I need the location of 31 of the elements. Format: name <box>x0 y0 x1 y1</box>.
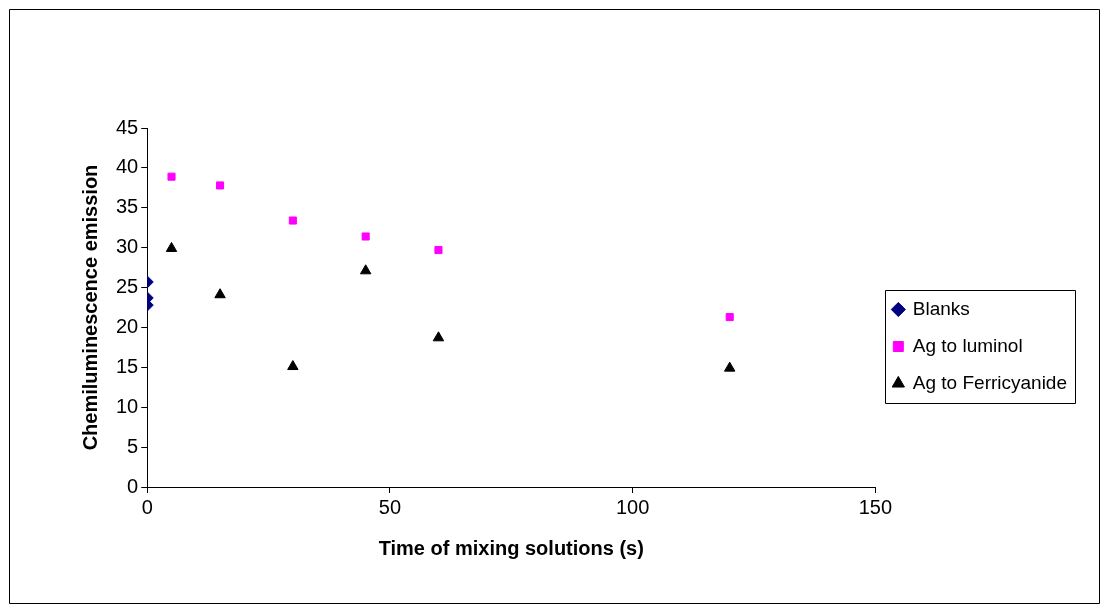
y-tick-label: 25 <box>116 275 139 298</box>
x-axis-title: Time of mixing solutions (s) <box>378 536 644 559</box>
legend-label: Ag to luminol <box>912 334 1023 356</box>
y-tick-label: 40 <box>116 155 139 178</box>
point <box>288 216 297 225</box>
x-tick-label: 0 <box>141 495 153 518</box>
point <box>214 288 226 299</box>
point <box>725 313 734 322</box>
y-axis-title: Chemiluminescence emission <box>78 164 101 451</box>
point <box>287 360 299 371</box>
point <box>216 181 225 190</box>
x-tick-label: 100 <box>615 495 650 518</box>
point <box>167 172 176 181</box>
y-tick-label: 45 <box>116 115 139 138</box>
point <box>434 246 443 255</box>
y-tick-label: 5 <box>127 434 139 457</box>
x-tick-label: 50 <box>378 495 402 518</box>
point <box>724 361 736 372</box>
y-tick-label: 35 <box>116 195 139 218</box>
y-tick-label: 0 <box>127 474 139 497</box>
point <box>432 331 445 342</box>
y-tick-label: 20 <box>116 314 139 337</box>
legend-label: Blanks <box>912 297 970 319</box>
point <box>361 232 370 241</box>
x-tick-label: 150 <box>858 495 893 518</box>
y-tick-label: 10 <box>116 394 139 417</box>
legend-label: Ag to Ferricyanide <box>912 371 1068 393</box>
y-tick-label: 30 <box>116 235 139 258</box>
y-tick-label: 15 <box>116 354 139 377</box>
point <box>165 241 178 252</box>
point <box>359 264 372 275</box>
